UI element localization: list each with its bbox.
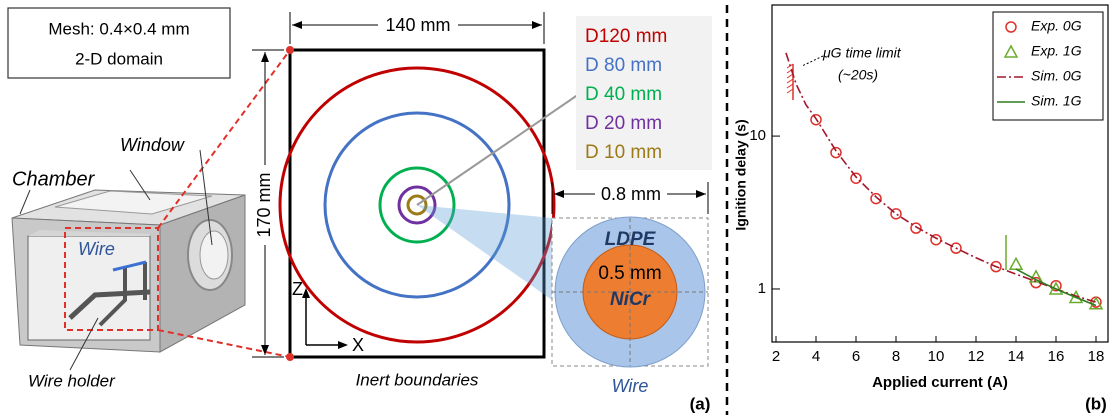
port-glass: [200, 231, 228, 279]
legend-label: Exp. 0G: [1031, 18, 1082, 34]
y-tick-label: 1: [758, 280, 766, 297]
x-tick-label: 6: [852, 348, 860, 365]
mesh-text: Mesh: 0.4×0.4 mm: [48, 19, 189, 38]
diameter-legend-texts: D120 mm D 80 mm D 40 mm D 20 mm D 10 mm: [585, 26, 667, 163]
annotation-detail: (~20s): [838, 67, 878, 83]
x-tick-label: 10: [928, 348, 945, 365]
panel-a: Mesh: 0.4×0.4 mm 2-D domain Chamber Win: [8, 8, 712, 413]
y-tick-label: 10: [749, 127, 766, 144]
diameter-label: D 40 mm: [585, 84, 662, 105]
x-tick-label: 14: [1008, 348, 1025, 365]
x-label: X: [352, 335, 364, 355]
x-tick-label: 16: [1048, 348, 1065, 365]
x-tick-label: 8: [892, 348, 900, 365]
width-label: 140 mm: [385, 15, 450, 35]
diameter-label: D 20 mm: [585, 113, 662, 134]
arrow-head: [292, 21, 302, 29]
chamber-drawing: [12, 50, 290, 370]
core-size-label: 0.5 mm: [598, 263, 661, 284]
legend-label: Sim. 0G: [1031, 68, 1082, 84]
coating-label: LDPE: [605, 229, 657, 250]
arrow-head: [696, 190, 706, 198]
wire-holder-label: Wire holder: [28, 371, 116, 390]
panel-b: Ignition delay (s) Applied current (A) (…: [733, 5, 1108, 413]
arrow-head: [261, 345, 269, 355]
corner-dot: [286, 46, 294, 54]
z-label: Z: [292, 279, 303, 299]
panel-label: (a): [690, 394, 711, 413]
arrow-head: [261, 52, 269, 62]
x-tick-label: 18: [1088, 348, 1105, 365]
wire-label: Wire: [78, 239, 115, 259]
annotation: μG time limit: [822, 45, 902, 61]
x-axis-label: Applied current (A): [872, 374, 1008, 391]
arrow-head: [532, 21, 542, 29]
x-tick-label: 4: [812, 348, 820, 365]
legend-label: Exp. 1G: [1031, 43, 1082, 59]
leader: [20, 190, 30, 214]
window-label: Window: [120, 135, 185, 155]
chamber-label: Chamber: [12, 168, 96, 190]
height-label: 170 mm: [254, 172, 274, 237]
panel-label: (b): [1085, 394, 1107, 413]
zoom-line: [158, 330, 290, 357]
diameter-label: D 80 mm: [585, 55, 662, 76]
boundary-label: Inert boundaries: [356, 370, 479, 389]
core-label: NiCr: [610, 289, 652, 310]
zoom-caption: Wire: [612, 376, 649, 396]
corner-dot: [286, 353, 294, 361]
zoom-width-label: 0.8 mm: [601, 184, 661, 204]
diameter-label: D120 mm: [585, 26, 667, 47]
arrow-head: [554, 190, 564, 198]
figure: Mesh: 0.4×0.4 mm 2-D domain Chamber Win: [0, 0, 1119, 419]
legend-label: Sim. 1G: [1031, 93, 1082, 109]
y-axis-label: Ignition delay (s): [733, 119, 749, 230]
x-tick-label: 12: [968, 348, 985, 365]
x-tick-label: 2: [772, 348, 780, 365]
mesh-text: 2-D domain: [75, 49, 163, 68]
diameter-label: D 10 mm: [585, 142, 662, 163]
